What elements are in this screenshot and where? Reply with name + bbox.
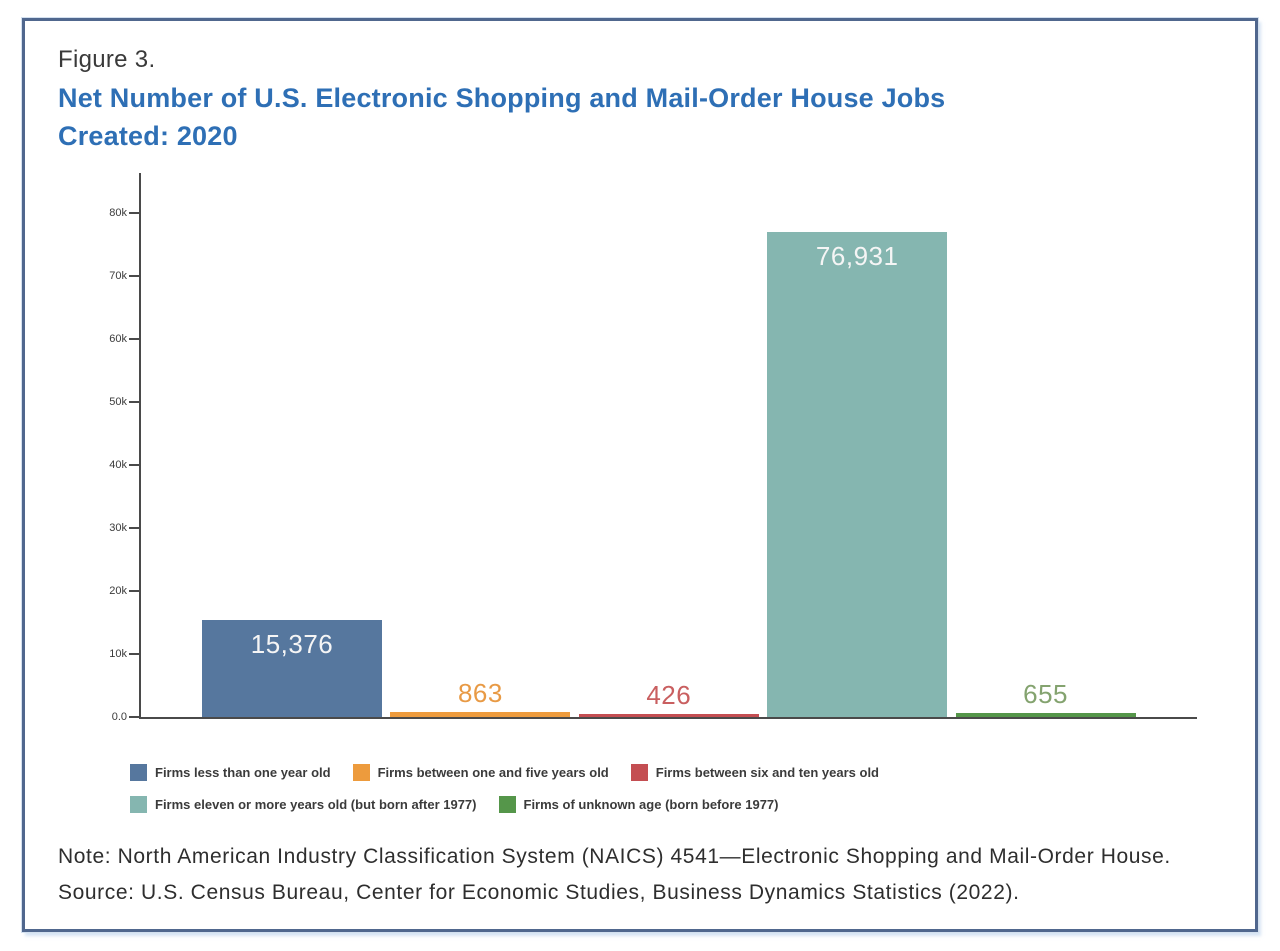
legend-swatch — [130, 796, 147, 813]
page-title-line1: Net Number of U.S. Electronic Shopping a… — [58, 83, 946, 113]
y-tick-mark — [129, 212, 139, 214]
figure-number-label: Figure 3. — [58, 46, 156, 73]
legend-swatch — [130, 764, 147, 781]
page-title-line2: Created: 2020 — [58, 121, 238, 151]
y-tick-mark — [129, 464, 139, 466]
legend-row: Firms less than one year old Firms betwee… — [130, 764, 879, 781]
y-tick-label: 0.0 — [111, 711, 127, 723]
note-text: Note: North American Industry Classifica… — [58, 845, 1171, 868]
figure-frame: Figure 3. Net Number of U.S. Electronic … — [22, 18, 1258, 932]
legend-item: Firms less than one year old — [130, 764, 331, 781]
y-tick-mark — [129, 590, 139, 592]
bar-chart: 0.0 10k 20k 30k 40k 50k 60k 70k 80k 15,376 863 426… — [25, 21, 1255, 929]
legend-swatch — [630, 764, 648, 781]
bar — [767, 232, 948, 717]
y-tick-mark — [129, 401, 139, 403]
bar-value-label: 76,931 — [815, 241, 899, 271]
legend-item: Firms eleven or more years old (but born… — [130, 796, 477, 813]
source-text: Source: U.S. Census Bureau, Center for E… — [58, 881, 1020, 904]
legend-item: Firms of unknown age (born before 1977) — [498, 796, 779, 813]
x-axis-line — [139, 717, 1197, 719]
y-tick-label: 70k — [109, 270, 127, 282]
legend-item: Firms between one and five years old — [352, 764, 609, 781]
legend-swatch — [498, 796, 516, 813]
bar-value-label: 863 — [457, 678, 503, 708]
y-tick-mark — [129, 527, 139, 529]
legend-label: Firms between one and five years old — [377, 765, 609, 780]
bar — [390, 712, 571, 717]
legend-label: Firms less than one year old — [155, 765, 331, 780]
y-tick-label: 80k — [109, 207, 127, 219]
page-title: Net Number of U.S. Electronic Shopping a… — [58, 79, 945, 155]
bar — [955, 713, 1136, 717]
legend-item: Firms between six and ten years old — [630, 764, 879, 781]
y-tick-label: 60k — [109, 333, 127, 345]
y-tick-label: 50k — [109, 396, 127, 408]
y-tick-mark — [129, 338, 139, 340]
bar — [202, 620, 382, 717]
y-tick-label: 10k — [109, 648, 127, 660]
y-tick-label: 30k — [109, 522, 127, 534]
legend-label: Firms between six and ten years old — [655, 765, 879, 780]
legend-label: Firms of unknown age (born before 1977) — [523, 797, 779, 812]
bar-value-label: 655 — [1023, 679, 1069, 709]
y-tick-mark — [129, 275, 139, 277]
legend-row: Firms eleven or more years old (but born… — [130, 796, 778, 813]
bar — [578, 714, 759, 717]
legend-swatch — [352, 764, 370, 781]
y-tick-label: 20k — [109, 585, 127, 597]
legend-label: Firms eleven or more years old (but born… — [155, 797, 477, 812]
y-tick-mark — [129, 653, 139, 655]
y-tick-label: 40k — [109, 459, 127, 471]
bar-value-label: 15,376 — [250, 629, 334, 659]
bar-value-label: 426 — [646, 680, 692, 710]
y-axis-line — [139, 173, 141, 719]
y-tick-mark — [129, 716, 139, 718]
